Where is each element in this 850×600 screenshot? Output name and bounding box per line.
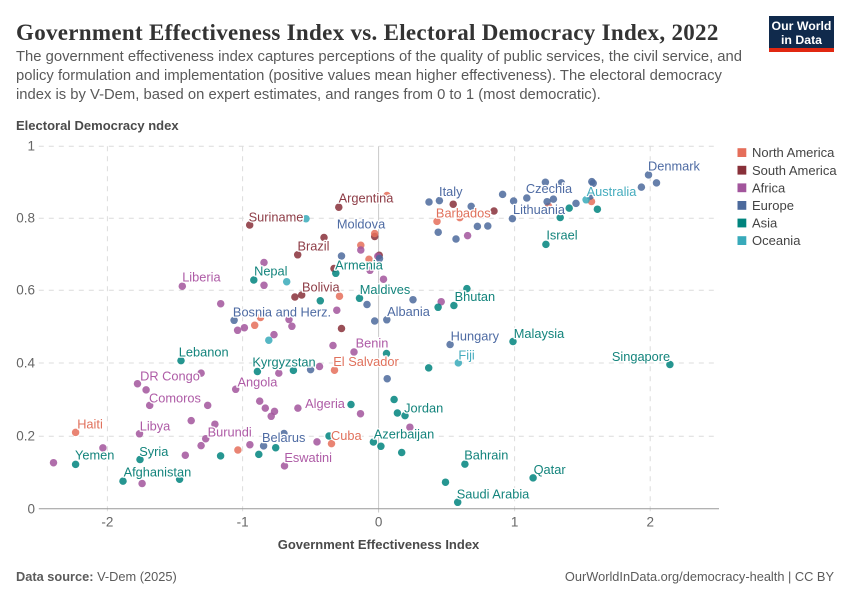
svg-text:0: 0 [27, 501, 35, 516]
svg-text:2: 2 [646, 515, 654, 530]
svg-text:Malaysia: Malaysia [514, 326, 565, 341]
svg-text:Bahrain: Bahrain [464, 448, 508, 463]
svg-text:Belarus: Belarus [262, 430, 305, 445]
svg-text:Australia: Australia [587, 184, 638, 199]
svg-text:Nepal: Nepal [254, 264, 287, 279]
svg-text:Jordan: Jordan [404, 401, 443, 416]
svg-text:-2: -2 [101, 515, 113, 530]
svg-text:Eswatini: Eswatini [284, 450, 332, 465]
svg-text:Singapore: Singapore [612, 349, 670, 364]
svg-text:Czechia: Czechia [526, 181, 573, 196]
svg-text:0.4: 0.4 [16, 356, 35, 371]
svg-text:Suriname: Suriname [249, 210, 304, 225]
svg-text:Bosnia and Herz.: Bosnia and Herz. [233, 305, 331, 320]
svg-text:Saudi Arabia: Saudi Arabia [457, 487, 530, 502]
svg-text:North America: North America [752, 145, 835, 160]
svg-text:0.8: 0.8 [16, 211, 35, 226]
svg-text:Moldova: Moldova [337, 217, 386, 232]
svg-text:DR Congo: DR Congo [140, 369, 200, 384]
svg-text:Maldives: Maldives [360, 282, 411, 297]
svg-text:1: 1 [27, 139, 35, 154]
svg-text:Denmark: Denmark [648, 159, 701, 174]
svg-text:Oceania: Oceania [752, 233, 801, 248]
svg-text:Fiji: Fiji [458, 348, 474, 363]
svg-text:South America: South America [752, 163, 837, 178]
svg-text:Albania: Albania [387, 304, 431, 319]
svg-text:Cuba: Cuba [331, 428, 362, 443]
svg-text:-1: -1 [237, 515, 249, 530]
svg-text:Yemen: Yemen [75, 448, 114, 463]
svg-text:Italy: Italy [439, 184, 463, 199]
svg-text:Kyrgyzstan: Kyrgyzstan [252, 355, 315, 370]
svg-text:El Salvador: El Salvador [333, 354, 399, 369]
svg-text:Barbados: Barbados [436, 206, 491, 221]
svg-text:Comoros: Comoros [149, 391, 201, 406]
svg-text:Armenia: Armenia [335, 258, 384, 273]
svg-text:1: 1 [511, 515, 519, 530]
svg-text:Haiti: Haiti [77, 417, 103, 432]
svg-text:Algeria: Algeria [305, 396, 346, 411]
svg-text:Syria: Syria [139, 444, 169, 459]
svg-text:Argentina: Argentina [339, 191, 395, 206]
svg-text:Hungary: Hungary [451, 329, 500, 344]
svg-text:0.6: 0.6 [16, 283, 35, 298]
svg-text:Qatar: Qatar [534, 462, 567, 477]
svg-text:Liberia: Liberia [182, 270, 221, 285]
svg-text:Lithuania: Lithuania [513, 202, 566, 217]
svg-text:Azerbaijan: Azerbaijan [374, 427, 434, 442]
svg-text:0.2: 0.2 [16, 429, 35, 444]
svg-text:Bhutan: Bhutan [455, 289, 496, 304]
svg-text:Afghanistan: Afghanistan [124, 465, 192, 480]
svg-text:Libya: Libya [140, 419, 171, 434]
svg-text:Burundi: Burundi [208, 425, 252, 440]
svg-text:Africa: Africa [752, 180, 786, 195]
svg-text:Lebanon: Lebanon [179, 345, 229, 360]
svg-text:Benin: Benin [356, 336, 389, 351]
svg-text:Brazil: Brazil [298, 239, 330, 254]
svg-text:Angola: Angola [237, 375, 278, 390]
svg-text:Asia: Asia [752, 216, 778, 231]
svg-text:0: 0 [375, 515, 383, 530]
svg-text:Israel: Israel [546, 228, 577, 243]
svg-text:Bolivia: Bolivia [302, 280, 341, 295]
svg-text:Europe: Europe [752, 198, 794, 213]
